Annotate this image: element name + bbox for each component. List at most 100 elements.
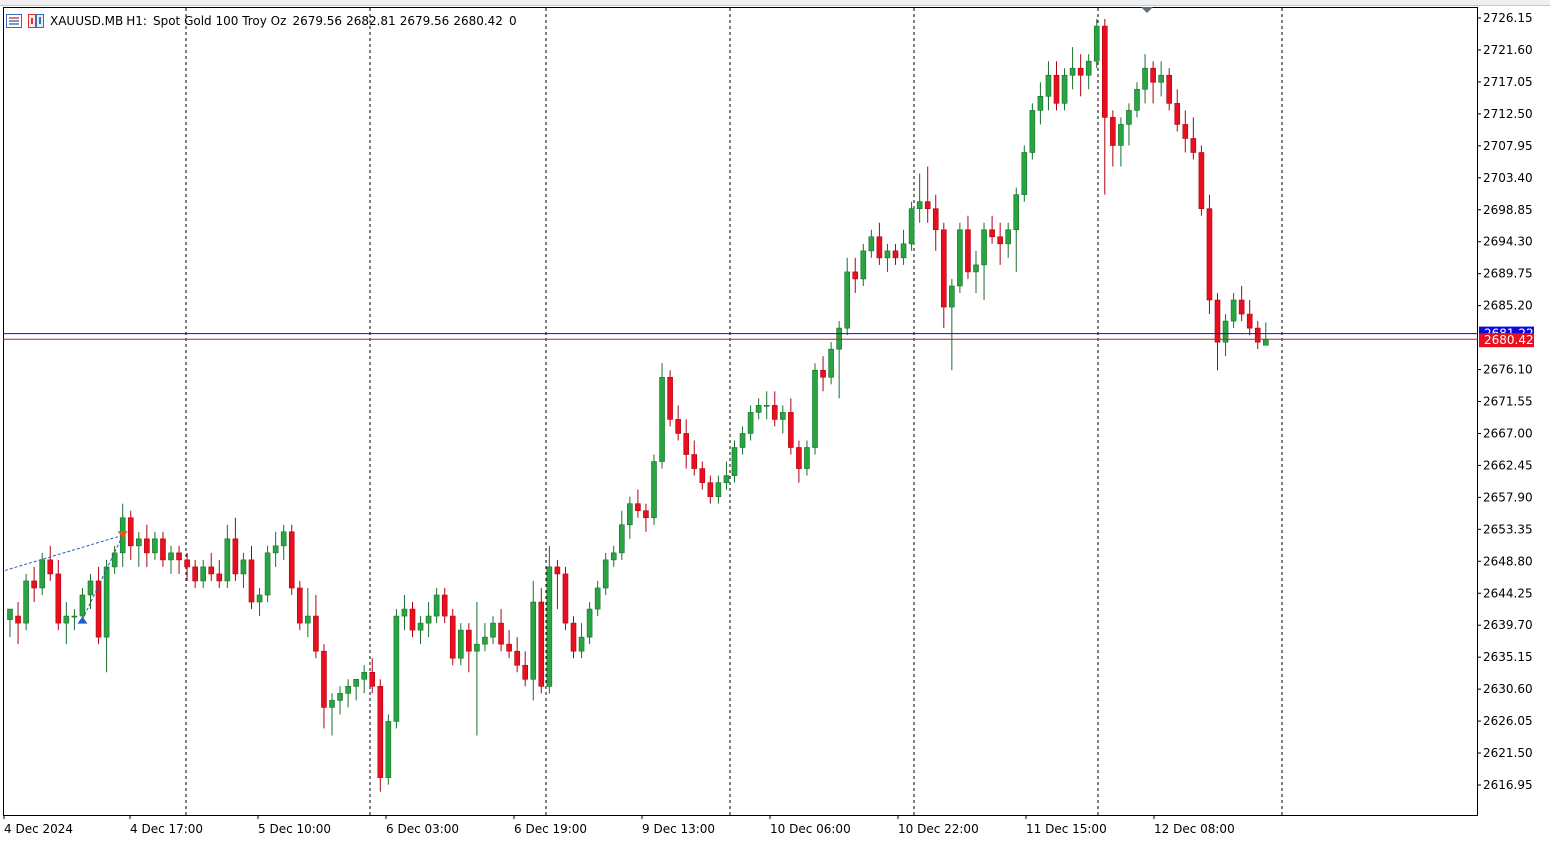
candle-body [707, 482, 714, 497]
candle-body [1222, 320, 1229, 343]
candle [1206, 194, 1213, 315]
symbol-window-icon[interactable] [28, 14, 44, 28]
candle [1069, 47, 1076, 90]
candle [989, 215, 995, 244]
candle [482, 623, 488, 652]
candle [796, 440, 802, 483]
candle [1158, 61, 1164, 97]
candle-body [136, 538, 142, 547]
candle [916, 173, 923, 223]
candle-body [1053, 74, 1060, 104]
candle [144, 524, 150, 567]
candle-body [192, 566, 198, 582]
price-axis: 2726.15 2721.60 2717.05 2712.50 2707.95 2703.… [1477, 11, 1533, 792]
candle [433, 587, 440, 624]
candle [691, 440, 698, 476]
candle [55, 559, 62, 631]
candle-body [1174, 103, 1181, 125]
candle-body [264, 552, 271, 596]
candle [111, 545, 118, 574]
candle-body [103, 566, 110, 638]
candle-body [176, 552, 182, 561]
candle-body [723, 475, 730, 483]
candle [39, 552, 46, 596]
candle-body [828, 348, 834, 378]
candle-body [989, 229, 995, 238]
ohlc-low: 2679.56 [399, 14, 450, 28]
candle [441, 587, 448, 624]
candle-body [530, 601, 537, 680]
candle [1118, 117, 1124, 167]
candle [256, 587, 263, 617]
candle [1198, 145, 1205, 216]
candle-body [168, 552, 174, 561]
candle-body [272, 545, 279, 554]
candle [152, 531, 158, 560]
candle-body [973, 264, 979, 273]
candle-body [63, 615, 70, 624]
candle-body [87, 580, 94, 596]
candles-layer [7, 19, 1269, 792]
candle-body [474, 643, 480, 652]
candle [216, 559, 223, 588]
candle [715, 475, 722, 504]
candle [457, 623, 464, 666]
time-tick-label: 11 Dec 15:00 [1026, 822, 1107, 836]
candle [1246, 300, 1253, 336]
candle-body [425, 615, 432, 624]
candle-body [538, 601, 545, 687]
candle [949, 278, 955, 371]
candle-body [667, 376, 673, 420]
candle [337, 686, 343, 715]
price-tick-label: 2639.70 [1483, 618, 1533, 632]
buy-arrow-icon[interactable] [77, 616, 88, 624]
candle-body [586, 608, 593, 638]
symbol-name: XAUUSD.MB [50, 14, 124, 28]
candle [449, 609, 456, 666]
candle [965, 215, 971, 279]
candle [570, 616, 577, 659]
chart-list-icon[interactable] [6, 14, 22, 28]
candle-body [345, 686, 351, 694]
candle [296, 580, 303, 631]
candle [643, 503, 649, 532]
candle [997, 222, 1003, 265]
candle-body [1238, 299, 1245, 315]
price-tick-label: 2703.40 [1483, 171, 1533, 185]
candle [1110, 110, 1116, 167]
candle-body [812, 369, 818, 448]
candle-body [152, 538, 158, 554]
candle-body [635, 503, 641, 512]
shift-marker-icon[interactable] [1141, 7, 1153, 13]
candle-body [466, 629, 472, 652]
time-tick-label: 4 Dec 2024 [4, 822, 73, 836]
candle [602, 552, 609, 596]
candle [900, 229, 907, 265]
candle-body [699, 468, 706, 483]
candle [667, 370, 673, 427]
candle-body [981, 229, 987, 266]
candle-body [514, 650, 520, 666]
candle [425, 602, 432, 638]
candle-body [7, 608, 13, 620]
candle-body [1013, 194, 1020, 231]
candle [699, 461, 706, 490]
price-tick-label: 2671.55 [1483, 395, 1533, 409]
candle [578, 623, 585, 659]
sell-arrow-icon[interactable] [117, 531, 128, 539]
candle [345, 679, 351, 708]
candle-body [280, 531, 287, 547]
candle-body [1182, 124, 1189, 139]
candle [1013, 187, 1020, 272]
candle-body [747, 412, 754, 434]
candle [554, 559, 561, 610]
candle-body [482, 636, 488, 645]
candle-body [39, 559, 46, 589]
candle-body [924, 201, 931, 209]
candle [1174, 89, 1181, 132]
candle-body [763, 405, 770, 407]
candle [192, 559, 198, 588]
candle [1045, 61, 1052, 111]
candle-body [1206, 208, 1213, 301]
